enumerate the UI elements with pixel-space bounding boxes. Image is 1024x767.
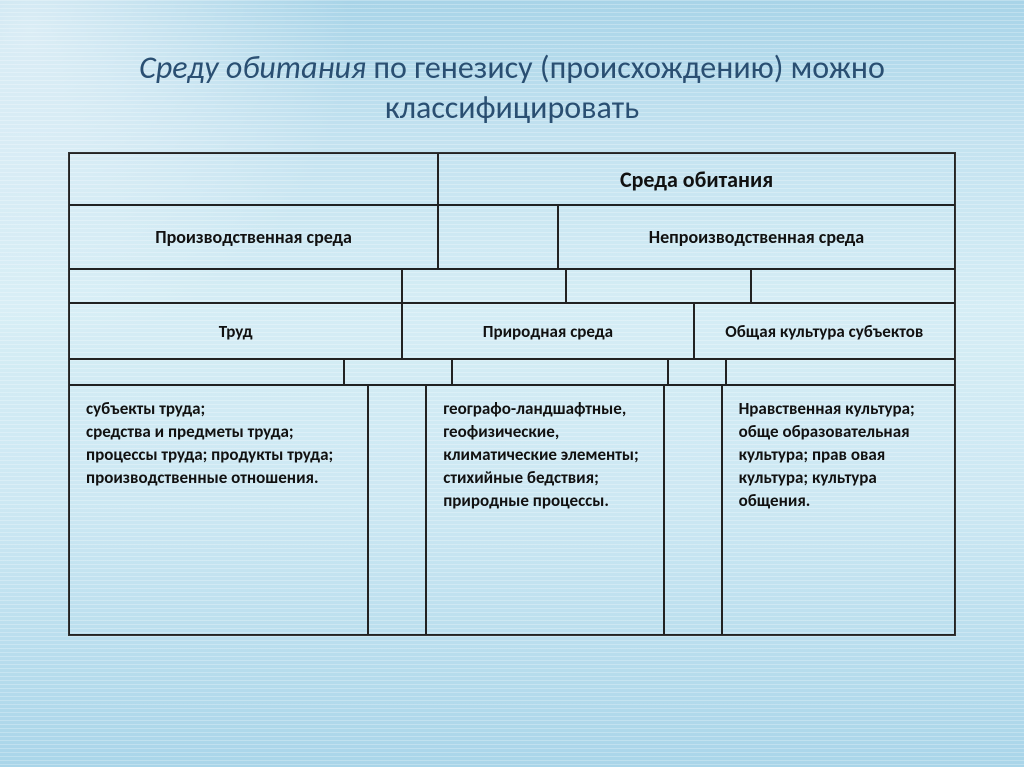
spacer-cell: [668, 359, 726, 385]
classification-diagram: Среда обитания Производственная среда Не…: [68, 152, 956, 636]
slide-title: Среду обитания по генезису (происхождени…: [55, 48, 969, 128]
spacer-cell: [69, 359, 344, 385]
gap-cell: [664, 385, 722, 635]
row-details: субъекты труда; средства и предметы труд…: [69, 385, 955, 635]
general-culture-header: Общая культура субъектов: [694, 303, 955, 359]
row-subcategories: Труд Природная среда Общая культура субъ…: [69, 303, 955, 359]
labor-header: Труд: [69, 303, 402, 359]
spacer-cell: [751, 269, 955, 303]
nonproduction-env-header: Непроизводственная среда: [558, 205, 955, 269]
spacer-cell: [344, 359, 452, 385]
gap-cell: [438, 205, 558, 269]
natural-env-header: Природная среда: [402, 303, 693, 359]
row-spacer-2: [69, 359, 955, 385]
row-branches: Производственная среда Непроизводственна…: [69, 205, 955, 269]
spacer-cell: [452, 359, 668, 385]
spacer-cell: [69, 269, 402, 303]
spacer-cell: [566, 269, 752, 303]
culture-details: Нравственная культура; обще образователь…: [722, 385, 955, 635]
title-rest: по генезису (происхождению) можно класси…: [366, 48, 885, 127]
natural-env-details: географо-ландшафтные, геофизические, кли…: [426, 385, 663, 635]
blank-cell: [69, 153, 438, 205]
spacer-cell: [726, 359, 955, 385]
title-emphasis: Среду обитания: [139, 48, 366, 87]
habitat-header: Среда обитания: [438, 153, 955, 205]
labor-details: субъекты труда; средства и предметы труд…: [69, 385, 368, 635]
row-spacer-1: [69, 269, 955, 303]
spacer-cell: [402, 269, 566, 303]
production-env-header: Производственная среда: [69, 205, 438, 269]
row-header-top: Среда обитания: [69, 153, 955, 205]
gap-cell: [368, 385, 426, 635]
